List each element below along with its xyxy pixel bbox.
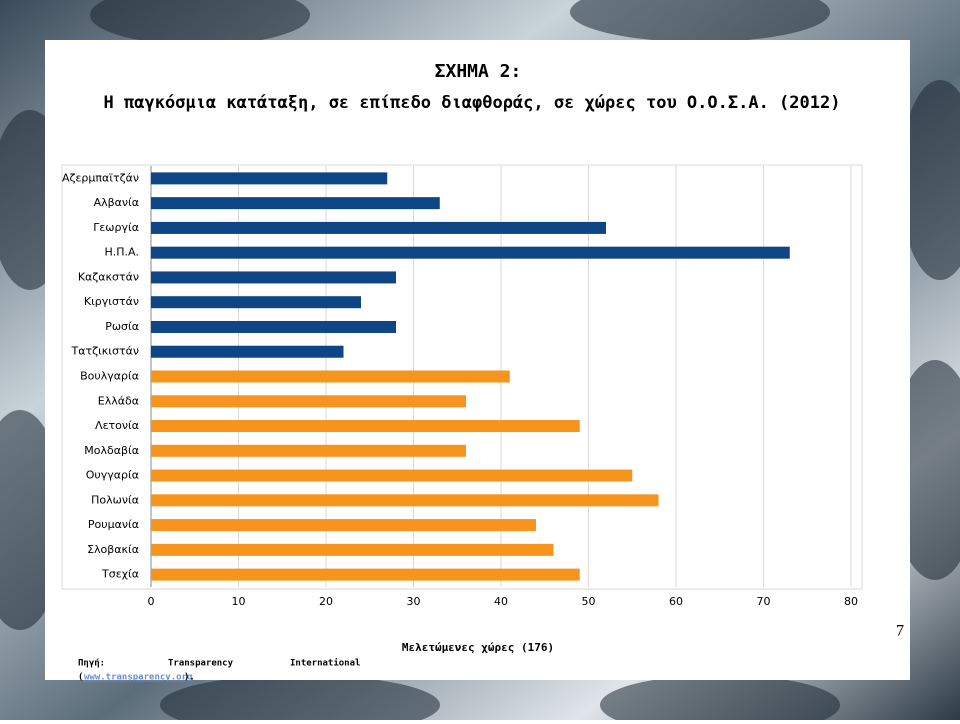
source-open: ( <box>78 673 83 683</box>
bar <box>151 172 388 185</box>
y-tick-label: Γεωργία <box>93 221 139 234</box>
y-tick-label: Ρουμανία <box>88 518 139 531</box>
y-tick-label: Πολωνία <box>91 493 139 506</box>
y-tick-label: Βουλγαρία <box>80 370 139 383</box>
slide-panel <box>45 40 910 680</box>
y-tick-label: Ουγγαρία <box>86 469 139 482</box>
y-tick-label: Ελλάδα <box>98 394 139 407</box>
bar <box>151 197 440 210</box>
y-tick-label: Σλοβακία <box>87 543 139 556</box>
y-tick-label: Αλβανία <box>94 196 139 209</box>
bar <box>151 296 361 309</box>
y-tick-label: Η.Π.Α. <box>104 246 139 259</box>
bar <box>151 271 396 284</box>
y-tick-label: Ρωσία <box>105 320 139 333</box>
x-tick-label: 60 <box>669 595 683 608</box>
bar <box>151 246 790 259</box>
x-tick-label: 40 <box>494 595 508 608</box>
y-tick-label: Λετονία <box>95 419 139 432</box>
source-prefix: Πηγή: <box>78 659 105 669</box>
bar <box>151 494 659 507</box>
source-close: ). <box>184 673 195 683</box>
chart-subtitle: Η παγκόσμια κατάταξη, σε επίπεδο διαφθορ… <box>104 93 841 113</box>
bar <box>151 519 536 532</box>
bar <box>151 370 510 383</box>
bar <box>151 543 554 556</box>
x-tick-label: 30 <box>407 595 421 608</box>
bar <box>151 345 344 358</box>
chart-frame <box>61 164 863 590</box>
y-tick-label: Τσεχία <box>101 568 139 581</box>
y-tick-label: Κιργιστάν <box>84 295 139 308</box>
source: Πηγή: Transparency International ( www.t… <box>78 658 360 683</box>
x-tick-label: 20 <box>319 595 333 608</box>
y-tick-label: Αζερμπαϊτζάν <box>62 171 139 184</box>
bar <box>151 568 580 581</box>
source-word: Transparency <box>168 659 234 669</box>
x-tick-label: 0 <box>148 595 155 608</box>
bar <box>151 221 606 234</box>
bar <box>151 444 466 457</box>
x-tick-label: 10 <box>232 595 246 608</box>
bar <box>151 320 396 333</box>
chart-title: ΣΧΗΜΑ 2: <box>435 61 522 82</box>
y-tick-label: Καζακστάν <box>78 270 139 283</box>
bar <box>151 395 466 408</box>
y-tick-label: Τατζικιστάν <box>71 345 140 358</box>
x-tick-label: 70 <box>757 595 771 608</box>
x-tick-label: 50 <box>582 595 596 608</box>
source-link[interactable]: www.transparency.org <box>84 673 192 683</box>
bar <box>151 420 580 433</box>
x-axis-label: Μελετώμενες χώρες (176) <box>402 641 554 654</box>
page-number: 7 <box>896 623 904 640</box>
bar <box>151 469 633 482</box>
x-tick-label: 80 <box>844 595 858 608</box>
source-word: International <box>290 658 360 669</box>
y-tick-label: Μολδαβία <box>84 444 139 457</box>
